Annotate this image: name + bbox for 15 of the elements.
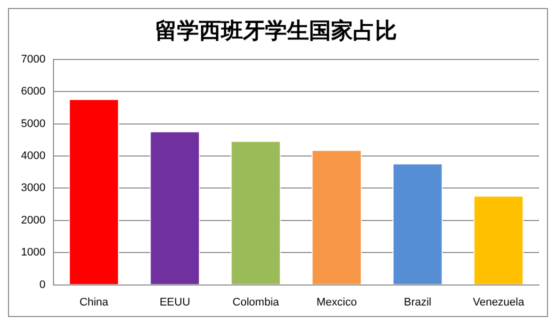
y-tick-label: 4000 (20, 150, 46, 162)
y-tick-label: 0 (39, 278, 46, 291)
x-tick-label: Venezuela (472, 296, 526, 308)
y-tick-label: 5000 (20, 118, 46, 130)
y-tick-label: 7000 (20, 53, 46, 66)
y-tick-label: 1000 (20, 246, 46, 259)
x-tick-label: Colombia (232, 296, 280, 308)
x-tick-label: Brazil (404, 296, 432, 308)
y-tick-label: 2000 (20, 214, 46, 226)
x-tick-label: Mexcico (316, 296, 357, 308)
y-tick-label: 3000 (20, 182, 46, 194)
x-tick-label: China (80, 296, 110, 308)
chart-title: 留学西班牙学生国家占比 (155, 18, 397, 44)
y-tick-label: 6000 (20, 86, 46, 98)
x-tick-label: EEUU (160, 296, 190, 308)
